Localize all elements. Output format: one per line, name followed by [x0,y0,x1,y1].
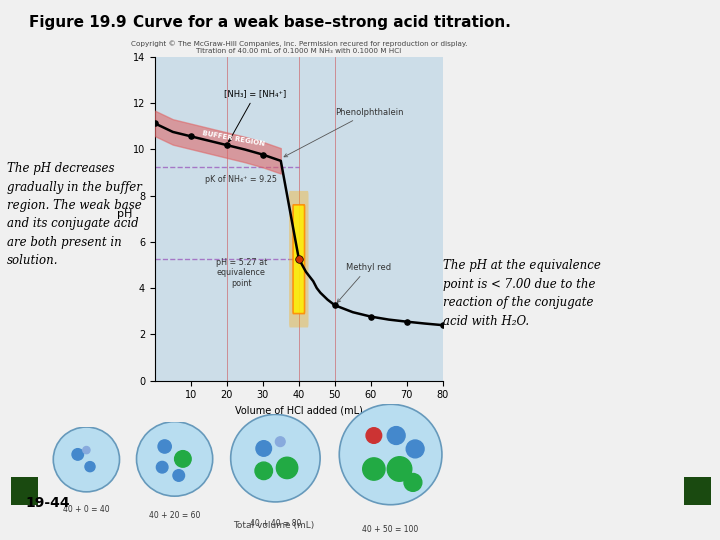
Text: The pH at the equivalence
point is < 7.00 due to the
reaction of the conjugate
a: The pH at the equivalence point is < 7.0… [443,259,600,328]
X-axis label: Volume of HCl added (mL): Volume of HCl added (mL) [235,406,363,416]
Circle shape [404,474,422,491]
Y-axis label: pH: pH [117,208,132,219]
Circle shape [363,458,385,480]
Point [257,150,269,159]
Circle shape [158,440,171,453]
Text: 40 + 40 = 80: 40 + 40 = 80 [250,519,301,529]
Text: [NH₃] = [NH₄⁺]: [NH₃] = [NH₄⁺] [225,89,287,141]
Circle shape [387,457,412,481]
Text: Curve for a weak base–strong acid titration.: Curve for a weak base–strong acid titrat… [112,15,510,30]
Text: Methyl red: Methyl red [337,262,391,302]
Point [329,301,341,309]
Circle shape [275,437,285,447]
Point [221,141,233,150]
Circle shape [255,462,272,480]
Circle shape [85,462,95,472]
Point [365,312,377,321]
Ellipse shape [339,404,442,505]
Circle shape [256,441,271,456]
Circle shape [406,440,424,458]
Point [293,254,305,263]
Text: Total volume (mL): Total volume (mL) [233,521,314,530]
Title: Copyright © The McGraw-Hill Companies, Inc. Permission recured for reproduction : Copyright © The McGraw-Hill Companies, I… [130,40,467,53]
Circle shape [173,470,184,481]
Ellipse shape [137,422,212,496]
Text: pH = 5.27 at
equivalence
point: pH = 5.27 at equivalence point [215,258,267,288]
Text: pK⁡ of NH₄⁺ = 9.25: pK⁡ of NH₄⁺ = 9.25 [205,174,277,184]
Point [293,254,305,263]
FancyBboxPatch shape [293,205,305,314]
Text: 40 + 20 = 60: 40 + 20 = 60 [149,511,200,520]
Point [437,321,449,329]
Text: 19-44: 19-44 [25,496,70,510]
Point [185,132,197,140]
FancyBboxPatch shape [289,191,308,327]
Text: The pH decreases
gradually in the buffer
region. The weak base
and its conjugate: The pH decreases gradually in the buffer… [7,162,142,267]
Circle shape [156,461,168,473]
Circle shape [174,450,192,467]
Text: Phenolphthalein: Phenolphthalein [284,107,403,157]
Point [149,119,161,127]
Text: 40 + 50 = 100: 40 + 50 = 100 [362,525,419,534]
Circle shape [83,447,90,454]
Circle shape [72,449,84,460]
Text: 40 + 0 = 40: 40 + 0 = 40 [63,505,109,514]
Ellipse shape [230,415,320,502]
Circle shape [387,427,405,444]
Ellipse shape [53,427,120,492]
Circle shape [276,457,298,478]
Circle shape [366,428,382,443]
Point [401,318,413,326]
Text: Figure 19.9: Figure 19.9 [29,15,127,30]
Text: BUFFER REGION: BUFFER REGION [202,130,265,147]
